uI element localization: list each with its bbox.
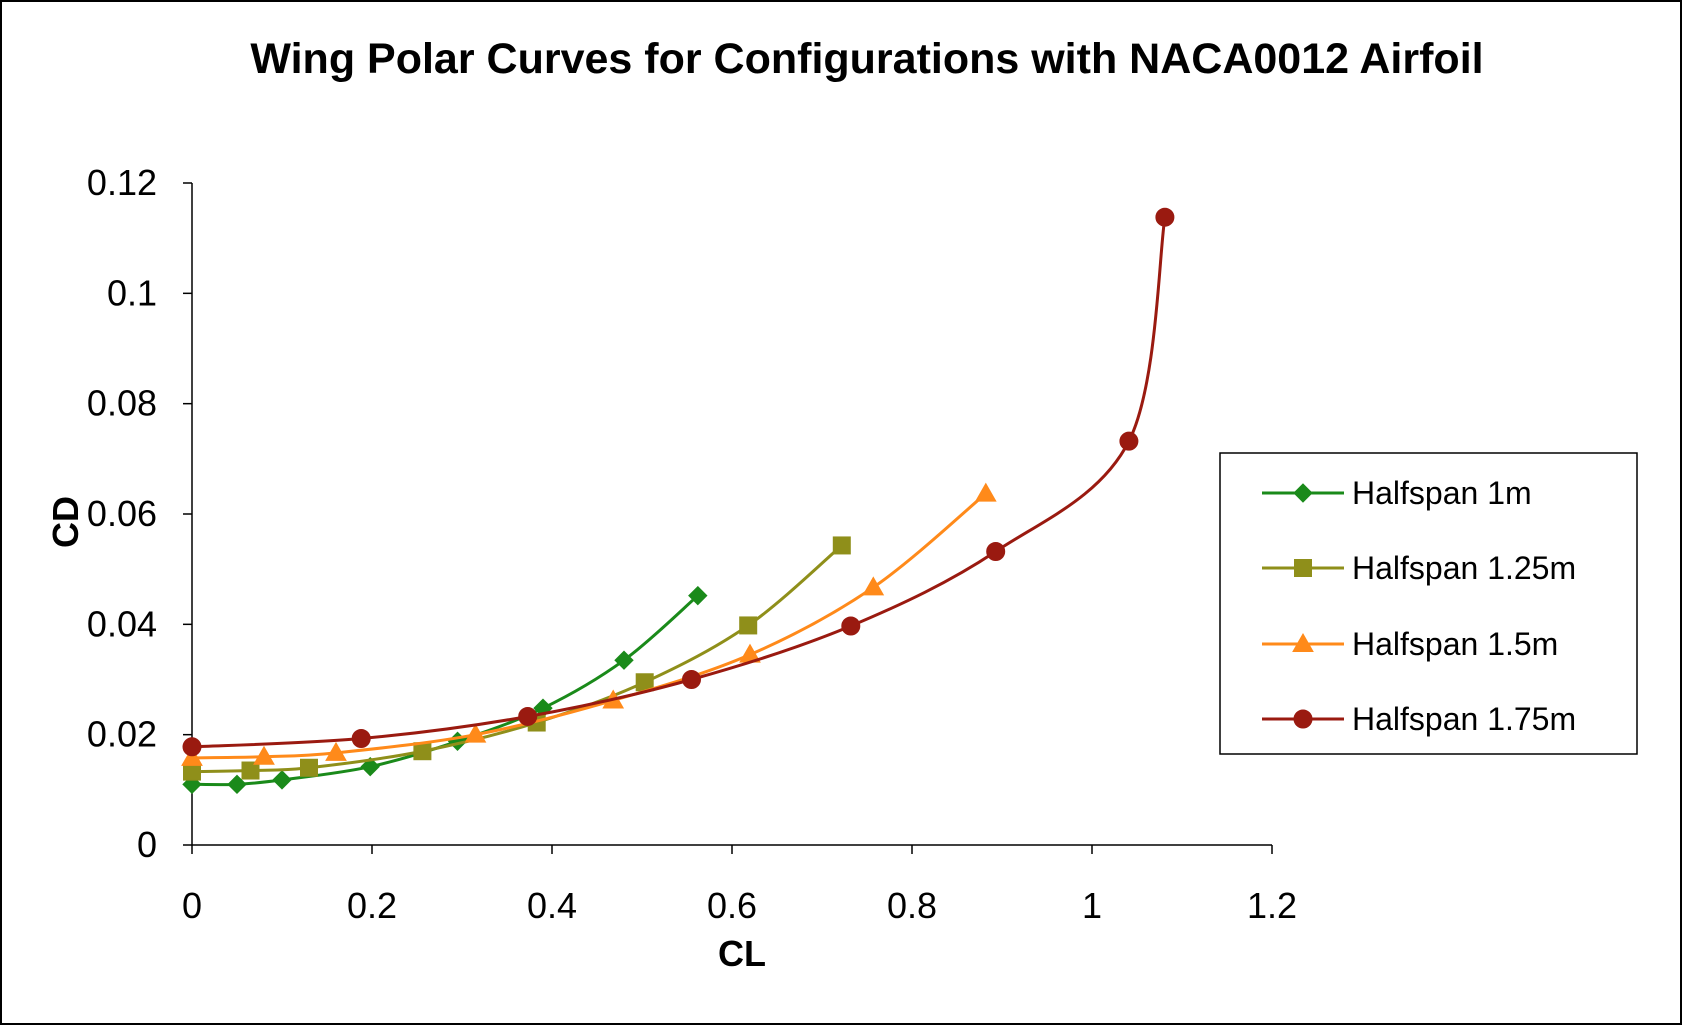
data-point-circle (682, 670, 701, 689)
x-tick-label: 0.2 (347, 885, 397, 926)
data-point-diamond (227, 774, 247, 795)
series-3 (181, 482, 997, 766)
y-tick-label: 0.08 (87, 383, 157, 424)
data-point-diamond (272, 770, 292, 790)
y-tick-label: 0.12 (87, 162, 157, 203)
y-tick-label: 0 (137, 824, 157, 865)
x-axis-label: CL (718, 933, 766, 974)
data-point-diamond (688, 585, 708, 606)
x-tick-label: 1 (1082, 885, 1102, 926)
data-point-circle (351, 729, 371, 749)
series-layer (181, 207, 1175, 795)
y-tick-label: 0.04 (87, 603, 157, 644)
x-tick-label: 0.6 (707, 885, 757, 926)
axes: 0 0.2 0.4 0.6 0.8 1 1.2 0 0.02 0.04 0.06 0.08 0.1 0.1… (87, 162, 1297, 926)
data-point-circle (518, 706, 538, 726)
data-point-circle (986, 542, 1006, 562)
data-point-circle (182, 737, 202, 757)
data-point-square (832, 536, 851, 555)
legend-label: Halfspan 1m (1352, 475, 1532, 511)
x-tick-label: 0.8 (887, 885, 937, 926)
data-point-square (300, 758, 318, 777)
data-point-circle (841, 616, 861, 636)
data-point-triangle (464, 723, 487, 743)
y-axis-label: CD (45, 496, 86, 548)
x-tick-label: 0.4 (527, 885, 577, 926)
data-point-triangle (862, 576, 885, 596)
y-tick-label: 0.06 (87, 493, 157, 534)
legend-box (1219, 452, 1638, 755)
series-line (191, 492, 987, 760)
data-point-circle (1119, 431, 1139, 451)
legend-marker-triangle (1292, 632, 1314, 652)
data-point-diamond (614, 650, 634, 670)
data-point-diamond (360, 756, 380, 777)
legend-marker-square (1294, 559, 1312, 577)
x-tick-label: 1.2 (1247, 885, 1297, 926)
series-4 (182, 207, 1175, 757)
x-tick-label: 0 (182, 885, 202, 926)
data-point-square (739, 616, 758, 635)
data-point-circle (1155, 207, 1175, 227)
data-point-square (413, 742, 432, 761)
data-point-triangle (974, 482, 997, 502)
data-point-triangle (181, 746, 203, 766)
y-tick-label: 0.02 (87, 714, 157, 755)
legend-label: Halfspan 1.75m (1352, 701, 1576, 737)
legend: Halfspan 1m Halfspan 1.25m Halfspan 1.5m Ha… (1219, 452, 1638, 755)
data-point-square (241, 761, 260, 780)
data-point-triangle (325, 741, 347, 761)
data-point-triangle (253, 745, 275, 765)
legend-marker-circle (1293, 709, 1313, 729)
chart-title: Wing Polar Curves for Configurations wit… (250, 35, 1483, 83)
y-tick-label: 0.1 (107, 272, 157, 313)
legend-label: Halfspan 1.25m (1352, 550, 1576, 586)
series-2 (183, 536, 851, 781)
legend-marker-diamond (1293, 483, 1313, 503)
legend-label: Halfspan 1.5m (1352, 626, 1558, 662)
